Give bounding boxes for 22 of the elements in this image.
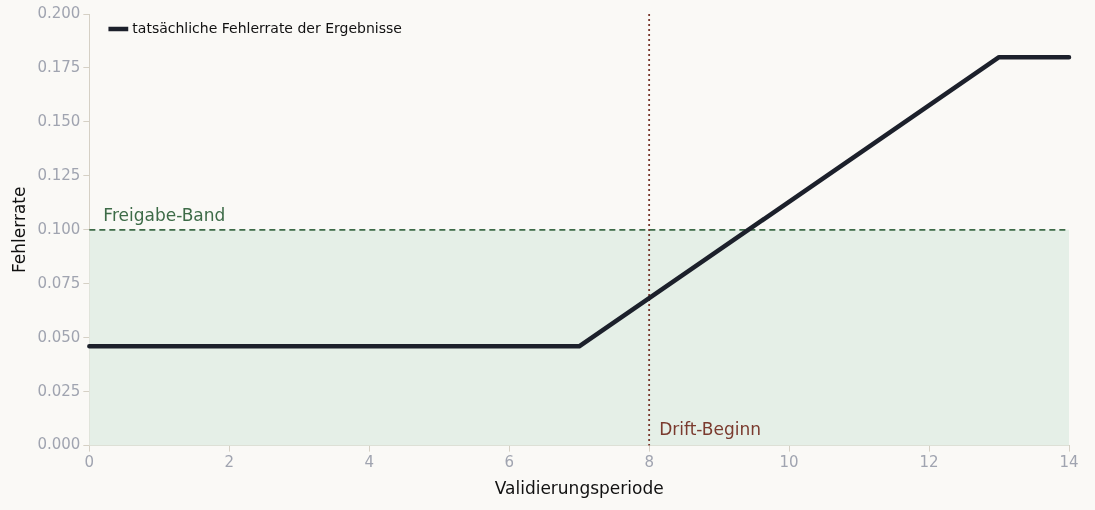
- y-tick-label: 0.100: [37, 219, 81, 238]
- y-tick-label: 0.050: [37, 327, 81, 346]
- y-tick-label: 0.175: [37, 57, 81, 76]
- x-tick-label: 10: [779, 453, 799, 472]
- y-axis-title: Fehlerrate: [8, 186, 29, 274]
- x-tick-label: 8: [644, 453, 654, 472]
- x-tick-label: 6: [504, 453, 514, 472]
- x-tick-label: 14: [1059, 453, 1079, 472]
- x-axis-title: Validierungsperiode: [494, 478, 664, 499]
- x-tick-label: 2: [224, 453, 235, 472]
- legend-label: tatsächliche Fehlerrate der Ergebnisse: [132, 19, 402, 36]
- x-tick-label: 4: [364, 453, 375, 472]
- band-label: Freigabe-Band: [103, 204, 226, 225]
- x-tick-label: 12: [919, 453, 939, 472]
- ref-line-label: Drift-Beginn: [659, 418, 762, 439]
- y-tick-label: 0.025: [37, 381, 81, 400]
- y-tick-label: 0.000: [37, 435, 81, 454]
- y-tick-label: 0.150: [37, 111, 81, 130]
- y-tick-label: 0.125: [37, 165, 81, 184]
- y-tick-label: 0.200: [37, 3, 81, 22]
- y-tick-label: 0.075: [37, 273, 81, 292]
- x-tick-label: 0: [84, 453, 95, 472]
